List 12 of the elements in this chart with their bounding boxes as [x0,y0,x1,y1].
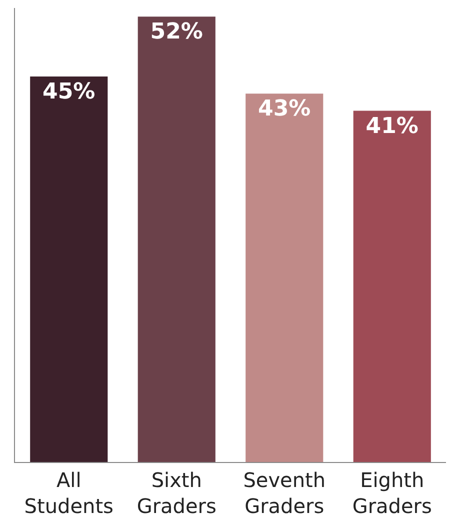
x-tick-label: Eighth Graders [352,468,432,518]
data-label: 41% [366,114,418,139]
data-label: 52% [150,20,203,45]
x-tick-label: Sixth Graders [136,468,216,518]
data-label: 45% [42,80,96,105]
x-tick-label: Seventh Graders [243,468,326,518]
bar [30,76,108,462]
bar [246,94,324,462]
bar [138,16,216,462]
x-tick-label: All Students [24,468,114,518]
bar [353,110,431,462]
data-label: 43% [258,96,311,122]
